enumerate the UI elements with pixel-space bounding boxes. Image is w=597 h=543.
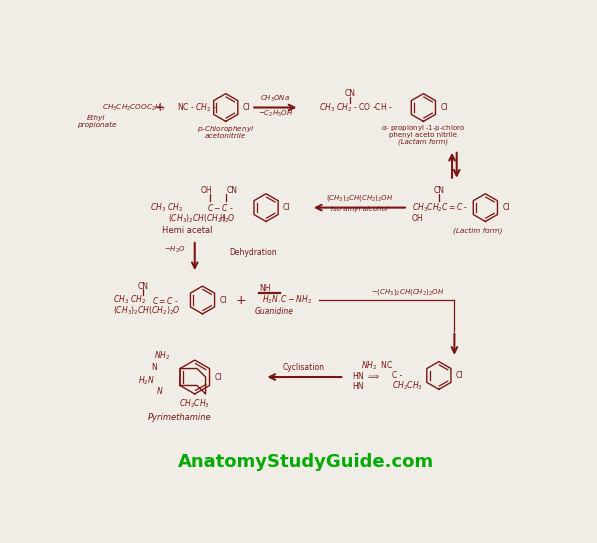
Text: $CH_2CH_3$: $CH_2CH_3$ [392,380,423,393]
Text: Cl: Cl [441,103,448,112]
Text: C -: C - [392,371,403,380]
Text: CN: CN [433,186,444,195]
Text: Dehydration: Dehydration [230,248,277,257]
Text: Pyrimethamine: Pyrimethamine [147,413,211,421]
Text: H: H [219,214,224,223]
Text: Cyclisation: Cyclisation [283,363,325,372]
Text: OH: OH [412,214,423,223]
Text: propionate: propionate [76,122,116,128]
Text: Ethyl: Ethyl [87,115,106,121]
Text: $CH_3$ $CH_2$: $CH_3$ $CH_2$ [150,201,183,214]
Text: +: + [236,294,247,306]
Text: Guanidine: Guanidine [255,307,294,316]
Text: NH: NH [259,284,270,293]
Text: HN: HN [352,382,364,391]
Text: Hemi acetal: Hemi acetal [162,226,213,235]
Text: CN: CN [344,89,355,98]
Text: (Lactim form): (Lactim form) [453,228,502,234]
Text: $CH_3$ $CH_2$: $CH_3$ $CH_2$ [113,294,146,306]
Text: AnatomyStudyGuide.com: AnatomyStudyGuide.com [177,453,433,471]
Text: $NH_2$: $NH_2$ [154,349,170,362]
Text: $C = C$ -: $C = C$ - [152,294,179,306]
Text: $(CH_3)_2CH(CH_2)_2O$: $(CH_3)_2CH(CH_2)_2O$ [113,305,181,317]
Text: (Lactam form): (Lactam form) [398,139,448,146]
Text: +: + [155,101,165,114]
Text: Iso amyl alcohol: Iso amyl alcohol [331,206,388,212]
Text: $CH_3CH_2C = C$ -: $CH_3CH_2C = C$ - [412,201,468,214]
Text: $- C_2H_5OH$: $- C_2H_5OH$ [258,109,293,119]
Text: NC - $CH_2$ -: NC - $CH_2$ - [177,101,217,114]
Text: $CH_3ONa$: $CH_3ONa$ [260,94,290,104]
Text: $-(CH_3)_2CH(CH_2)_2OH$: $-(CH_3)_2CH(CH_2)_2OH$ [371,287,445,298]
Text: Cl: Cl [215,372,223,382]
Text: Cl: Cl [283,203,291,212]
Text: $H_2N$: $H_2N$ [139,375,155,387]
Text: HN $\Longrightarrow$: HN $\Longrightarrow$ [352,370,380,381]
Text: CN: CN [226,186,238,195]
Text: phenyl aceto nitrile: phenyl aceto nitrile [389,132,457,138]
Text: $(CH_3)_2CH(CH_2)_2O$: $(CH_3)_2CH(CH_2)_2O$ [168,212,235,225]
Text: $CH_3$ $CH_2$ - CO -CH -: $CH_3$ $CH_2$ - CO -CH - [319,101,393,114]
Text: Cl: Cl [503,203,510,212]
Text: $p$-Chlorophenyl: $p$-Chlorophenyl [197,124,254,134]
Text: CN: CN [137,282,148,291]
Text: $(CH_3)_2CH(CH_2)_2OH$: $(CH_3)_2CH(CH_2)_2OH$ [326,193,393,204]
Text: $H_2N.C - NH_2$: $H_2N.C - NH_2$ [262,294,312,306]
Text: N: N [152,363,158,372]
Text: $N$: $N$ [156,386,164,396]
Text: $C - C$ -: $C - C$ - [207,202,234,213]
Text: $CH_3CH_2COOC_2H_5$: $CH_3CH_2COOC_2H_5$ [101,103,165,112]
Text: acetonitrile: acetonitrile [205,133,247,139]
Text: Cl: Cl [456,371,463,380]
Text: $\alpha$- propionyl -1-p-chloro: $\alpha$- propionyl -1-p-chloro [381,123,466,133]
Text: OH: OH [201,186,213,195]
Text: $-H_2O$: $-H_2O$ [164,245,186,255]
Text: Cl: Cl [220,295,227,305]
Text: $CH_2CH_3$: $CH_2CH_3$ [179,397,210,410]
Text: $NH_2$  NC: $NH_2$ NC [361,359,393,372]
Text: Cl: Cl [243,103,250,112]
